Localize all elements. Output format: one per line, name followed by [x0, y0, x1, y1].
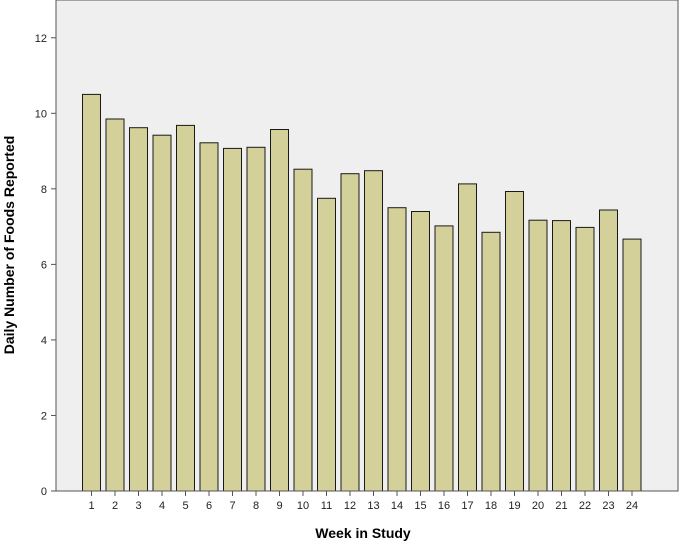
x-tick-label: 15	[414, 500, 426, 512]
bar-week-20	[528, 219, 548, 492]
bar-week-6	[199, 142, 219, 492]
y-tick-label: 2	[41, 410, 47, 422]
bar-week-19	[505, 191, 524, 492]
x-ticks-group: 1 2 3 4 5 6 7 8 9 10 11 12 13 14 15 16 17 18 19 20 21 22 23 24	[88, 491, 638, 512]
x-tick-label: 24	[626, 500, 638, 512]
y-tick-label: 8	[41, 184, 47, 196]
bar-week-21	[552, 220, 571, 492]
bar-week-11	[317, 197, 336, 492]
x-tick-label: 11	[321, 500, 332, 512]
x-tick-label: 2	[112, 500, 118, 512]
y-tick-label: 10	[35, 108, 47, 120]
bar-week-10	[293, 168, 313, 492]
bar-week-18	[481, 231, 501, 492]
bar-week-23	[599, 209, 618, 492]
bar-week-2	[105, 118, 125, 492]
bar-week-8	[246, 146, 266, 492]
bar-week-9	[270, 129, 289, 492]
bar-week-15	[411, 211, 430, 492]
x-tick-label: 12	[344, 500, 356, 512]
x-tick-label: 4	[159, 500, 165, 512]
y-axis-title: Daily Number of Foods Reported	[1, 136, 17, 355]
x-tick-label: 3	[135, 500, 141, 512]
bar-week-5	[176, 124, 195, 492]
bar-week-7	[223, 147, 242, 492]
bar-week-14	[387, 207, 407, 492]
y-tick-label: 4	[41, 335, 47, 347]
x-tick-label: 5	[182, 500, 188, 512]
x-tick-label: 1	[88, 500, 94, 512]
bar-week-13	[364, 170, 383, 492]
x-tick-label: 16	[438, 500, 450, 512]
x-tick-label: 20	[532, 500, 544, 512]
bars-group	[82, 93, 642, 492]
bar-week-17	[458, 183, 477, 492]
bar-week-1	[82, 93, 101, 492]
x-tick-label: 8	[253, 500, 259, 512]
x-axis-title: Week in Study	[315, 525, 411, 541]
x-tick-label: 23	[602, 500, 614, 512]
bar-week-24	[622, 238, 642, 492]
x-tick-label: 21	[555, 500, 567, 512]
y-tick-label: 6	[41, 259, 47, 271]
bar-week-16	[434, 225, 454, 492]
x-tick-label: 14	[391, 500, 403, 512]
x-tick-label: 22	[579, 500, 591, 512]
x-tick-label: 19	[508, 500, 520, 512]
x-tick-label: 9	[276, 500, 282, 512]
x-tick-label: 13	[367, 500, 379, 512]
y-tick-label: 0	[41, 486, 47, 498]
bar-week-3	[129, 127, 148, 492]
x-tick-label: 10	[297, 500, 309, 512]
x-tick-label: 6	[206, 500, 212, 512]
bar-week-22	[575, 226, 595, 492]
y-tick-label: 12	[35, 33, 47, 45]
bar-week-4	[152, 134, 172, 492]
bar-week-12	[340, 173, 360, 492]
x-tick-label: 17	[461, 500, 473, 512]
x-tick-label: 7	[229, 500, 235, 512]
x-tick-label: 18	[485, 500, 497, 512]
y-ticks-group: 0 2 4 6 8 10 12	[35, 33, 56, 498]
